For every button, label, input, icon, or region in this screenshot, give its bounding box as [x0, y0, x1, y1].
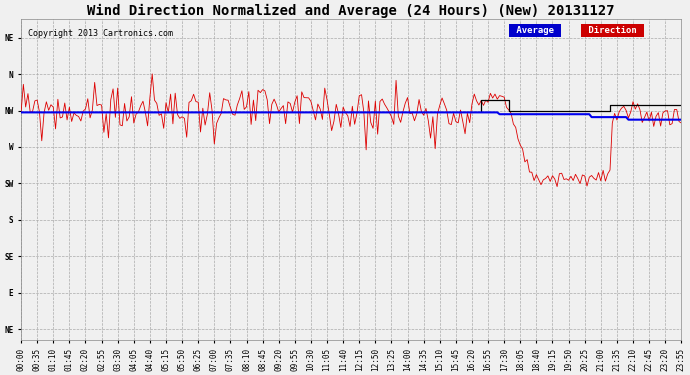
Title: Wind Direction Normalized and Average (24 Hours) (New) 20131127: Wind Direction Normalized and Average (2…	[88, 4, 615, 18]
Text: Average: Average	[511, 26, 559, 35]
Text: Direction: Direction	[583, 26, 642, 35]
Text: Copyright 2013 Cartronics.com: Copyright 2013 Cartronics.com	[28, 29, 172, 38]
